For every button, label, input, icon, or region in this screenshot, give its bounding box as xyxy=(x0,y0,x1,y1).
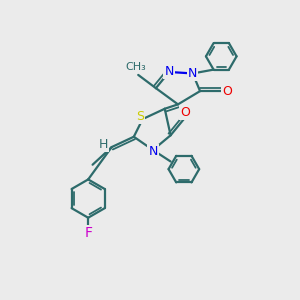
Text: H: H xyxy=(99,138,108,151)
Text: N: N xyxy=(148,145,158,158)
Text: S: S xyxy=(136,110,144,123)
Text: N: N xyxy=(188,67,197,80)
Text: N: N xyxy=(164,65,174,79)
Text: CH₃: CH₃ xyxy=(125,62,146,72)
Text: O: O xyxy=(222,85,232,98)
Text: O: O xyxy=(180,106,190,119)
Text: F: F xyxy=(84,226,92,240)
